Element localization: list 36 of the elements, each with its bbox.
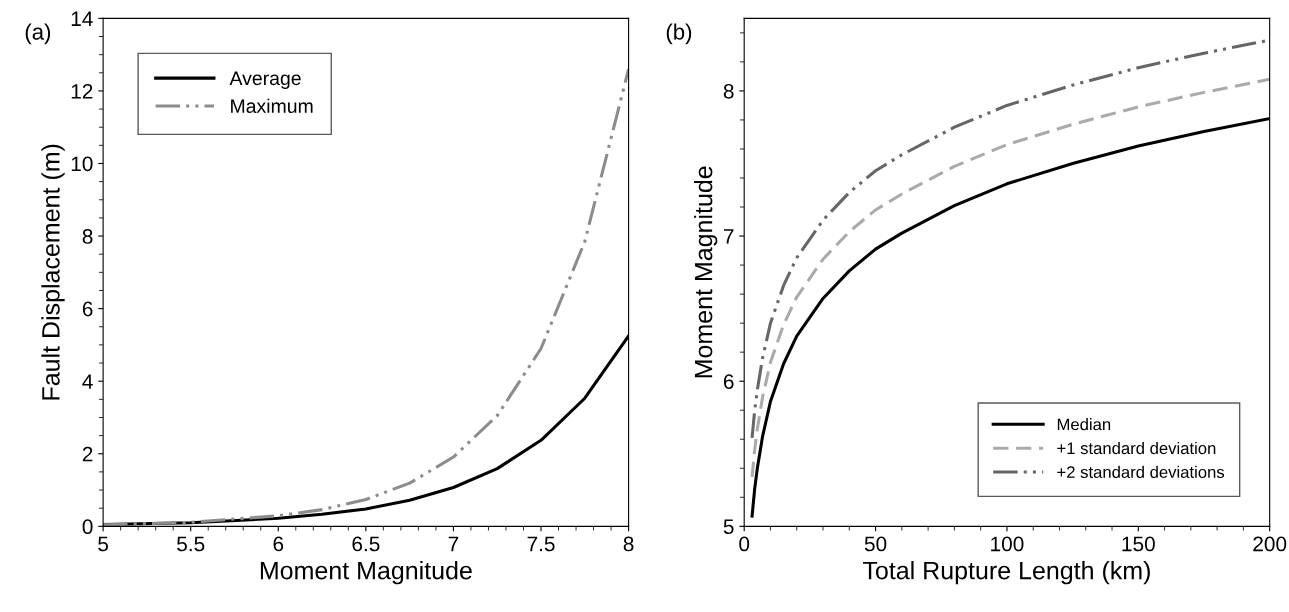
x-tick-label: 6.5	[352, 536, 380, 552]
legend-label: Median	[1057, 418, 1111, 431]
y-tick-label: 6	[82, 301, 93, 317]
y-tick-label: 7	[723, 229, 734, 244]
y-tick-label: 5	[723, 519, 734, 535]
y-tick-label: 0	[82, 519, 93, 535]
y-tick-label: 2	[82, 446, 93, 462]
y-tick-label: 4	[82, 374, 93, 389]
x-tick-label: 0	[739, 536, 750, 552]
legend-label: +1 standard deviation	[1057, 441, 1216, 455]
x-tick-label: 7.5	[527, 536, 555, 552]
x-tick-label: 5.5	[177, 536, 205, 552]
y-tick-label: 8	[723, 83, 734, 99]
x-axis-title: Moment Magnitude	[260, 561, 472, 585]
y-tick-label: 12	[71, 83, 93, 99]
x-tick-label: 100	[991, 536, 1024, 552]
y-tick-label: 8	[82, 229, 93, 244]
x-tick-label: 150	[1122, 536, 1155, 552]
x-tick-label: 5	[98, 536, 109, 552]
x-tick-label: 6	[273, 536, 284, 552]
legend-label: Average	[229, 71, 301, 89]
legend-label: Maximum	[231, 98, 313, 113]
y-tick-label: 14	[71, 11, 93, 26]
x-axis-title: Total Rupture Length (km)	[863, 561, 1150, 585]
x-tick-label: 200	[1253, 536, 1287, 552]
x-tick-label: 8	[623, 536, 634, 552]
text: (a)	[25, 23, 51, 45]
line-series	[750, 77, 1270, 479]
x-tick-label: 7	[448, 536, 459, 552]
x-tick-label: 50	[864, 536, 887, 552]
y-tick-label: 10	[71, 156, 93, 172]
text: (b)	[666, 23, 692, 45]
y-axis-title: Fault Displacement (m)	[41, 144, 65, 400]
y-tick-label: 6	[723, 374, 734, 389]
legend-label: +2 standard deviations	[1057, 465, 1225, 479]
y-axis-title: Moment Magnitude	[694, 166, 718, 378]
